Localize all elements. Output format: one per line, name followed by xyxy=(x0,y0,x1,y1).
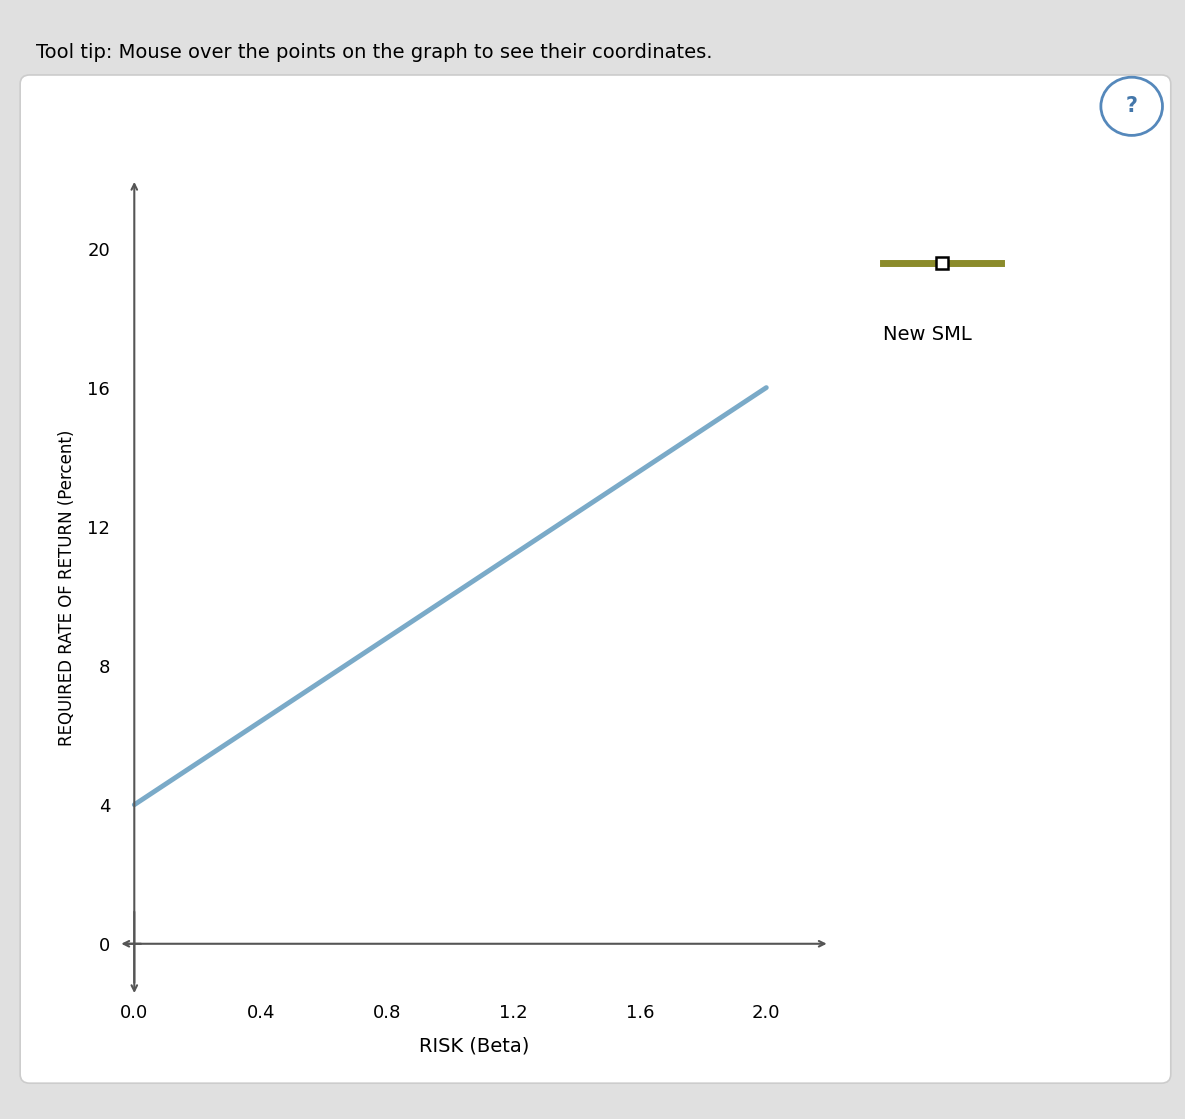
Text: ?: ? xyxy=(1126,96,1138,116)
Text: Tool tip: Mouse over the points on the graph to see their coordinates.: Tool tip: Mouse over the points on the g… xyxy=(36,43,712,62)
Text: New SML: New SML xyxy=(883,325,972,344)
Y-axis label: REQUIRED RATE OF RETURN (Percent): REQUIRED RATE OF RETURN (Percent) xyxy=(58,430,76,745)
X-axis label: RISK (Beta): RISK (Beta) xyxy=(418,1036,530,1055)
